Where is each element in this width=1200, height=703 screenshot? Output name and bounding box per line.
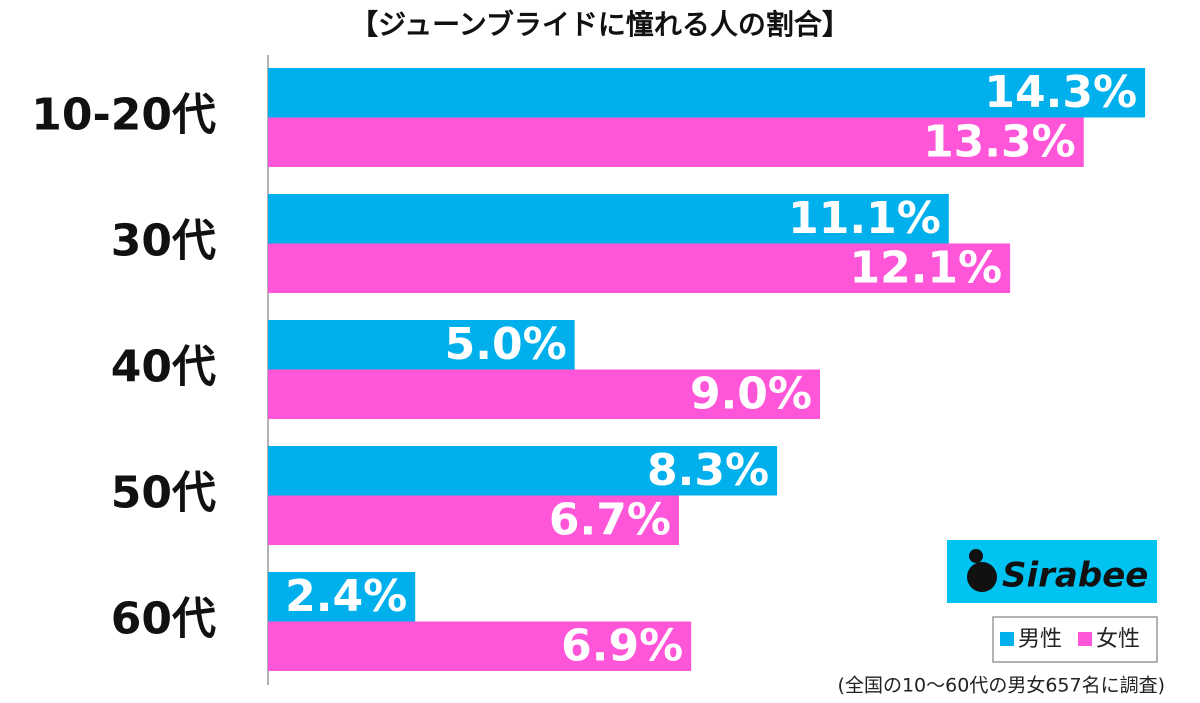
bar: [268, 320, 575, 370]
logo-icon: [969, 549, 983, 563]
legend-swatch: [1078, 632, 1092, 646]
value-label: 14.3%: [984, 67, 1137, 118]
value-label: 12.1%: [849, 242, 1002, 293]
value-label: 2.4%: [285, 571, 407, 622]
y-tick-label: 30代: [111, 216, 216, 267]
bar: [268, 572, 416, 622]
y-tick-label: 60代: [111, 594, 216, 645]
y-tick-label: 40代: [111, 342, 216, 393]
bar: [268, 243, 1011, 293]
legend-box: [992, 616, 1158, 663]
value-label: 8.3%: [647, 445, 769, 496]
value-label: 6.7%: [549, 494, 671, 545]
value-label: 13.3%: [923, 116, 1076, 167]
bar: [268, 446, 778, 496]
bar: [268, 68, 1146, 118]
y-tick-label: 50代: [111, 468, 216, 519]
bar: [268, 495, 679, 545]
legend-label: 男性: [1018, 627, 1062, 652]
bar: [268, 117, 1084, 167]
note: (全国の10〜60代の男女657名に調査): [838, 675, 1165, 697]
value-label: 6.9%: [561, 620, 683, 671]
legend-swatch: [1000, 632, 1014, 646]
value-label: 5.0%: [445, 319, 567, 370]
logo-icon: [967, 562, 997, 592]
value-label: 9.0%: [690, 368, 812, 419]
bar: [268, 194, 949, 244]
value-label: 11.1%: [788, 193, 941, 244]
bar: [268, 369, 820, 419]
bar: [268, 621, 692, 671]
logo-text: Sirabee: [1002, 556, 1148, 596]
chart-title: 【ジューンブライドに憧れる人の割合】: [350, 8, 850, 41]
y-tick-label: 10-20代: [31, 90, 216, 141]
legend-label: 女性: [1096, 627, 1140, 652]
